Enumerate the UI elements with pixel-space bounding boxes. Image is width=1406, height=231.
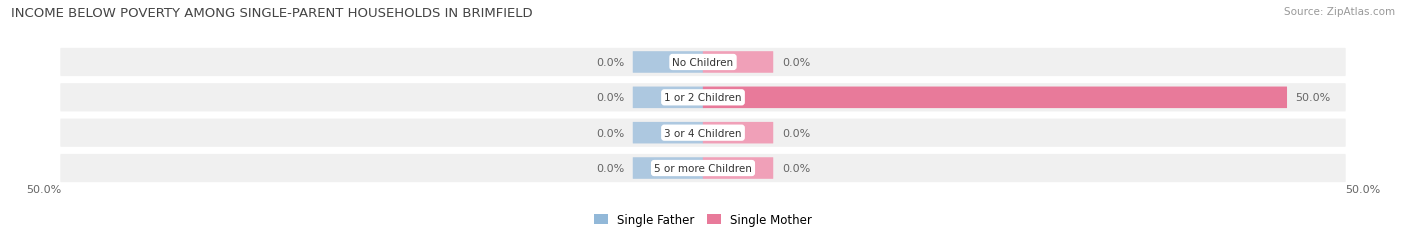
Text: 0.0%: 0.0% [782,163,810,173]
Text: 3 or 4 Children: 3 or 4 Children [664,128,742,138]
Legend: Single Father, Single Mother: Single Father, Single Mother [589,209,817,231]
FancyBboxPatch shape [633,122,703,144]
FancyBboxPatch shape [703,122,773,144]
Text: 5 or more Children: 5 or more Children [654,163,752,173]
Text: 0.0%: 0.0% [596,93,624,103]
Text: 50.0%: 50.0% [25,184,60,194]
Text: INCOME BELOW POVERTY AMONG SINGLE-PARENT HOUSEHOLDS IN BRIMFIELD: INCOME BELOW POVERTY AMONG SINGLE-PARENT… [11,7,533,20]
FancyBboxPatch shape [703,52,773,73]
FancyBboxPatch shape [60,119,1346,147]
Text: 0.0%: 0.0% [782,58,810,68]
FancyBboxPatch shape [703,87,1286,109]
FancyBboxPatch shape [703,158,773,179]
FancyBboxPatch shape [633,158,703,179]
Text: 50.0%: 50.0% [1295,93,1331,103]
FancyBboxPatch shape [60,154,1346,182]
Text: 0.0%: 0.0% [596,128,624,138]
FancyBboxPatch shape [633,52,703,73]
Text: Source: ZipAtlas.com: Source: ZipAtlas.com [1284,7,1395,17]
FancyBboxPatch shape [60,84,1346,112]
Text: 1 or 2 Children: 1 or 2 Children [664,93,742,103]
Text: 50.0%: 50.0% [1346,184,1381,194]
Text: 0.0%: 0.0% [596,163,624,173]
Text: No Children: No Children [672,58,734,68]
Text: 0.0%: 0.0% [596,58,624,68]
FancyBboxPatch shape [633,87,703,109]
Text: 0.0%: 0.0% [782,128,810,138]
FancyBboxPatch shape [60,49,1346,77]
